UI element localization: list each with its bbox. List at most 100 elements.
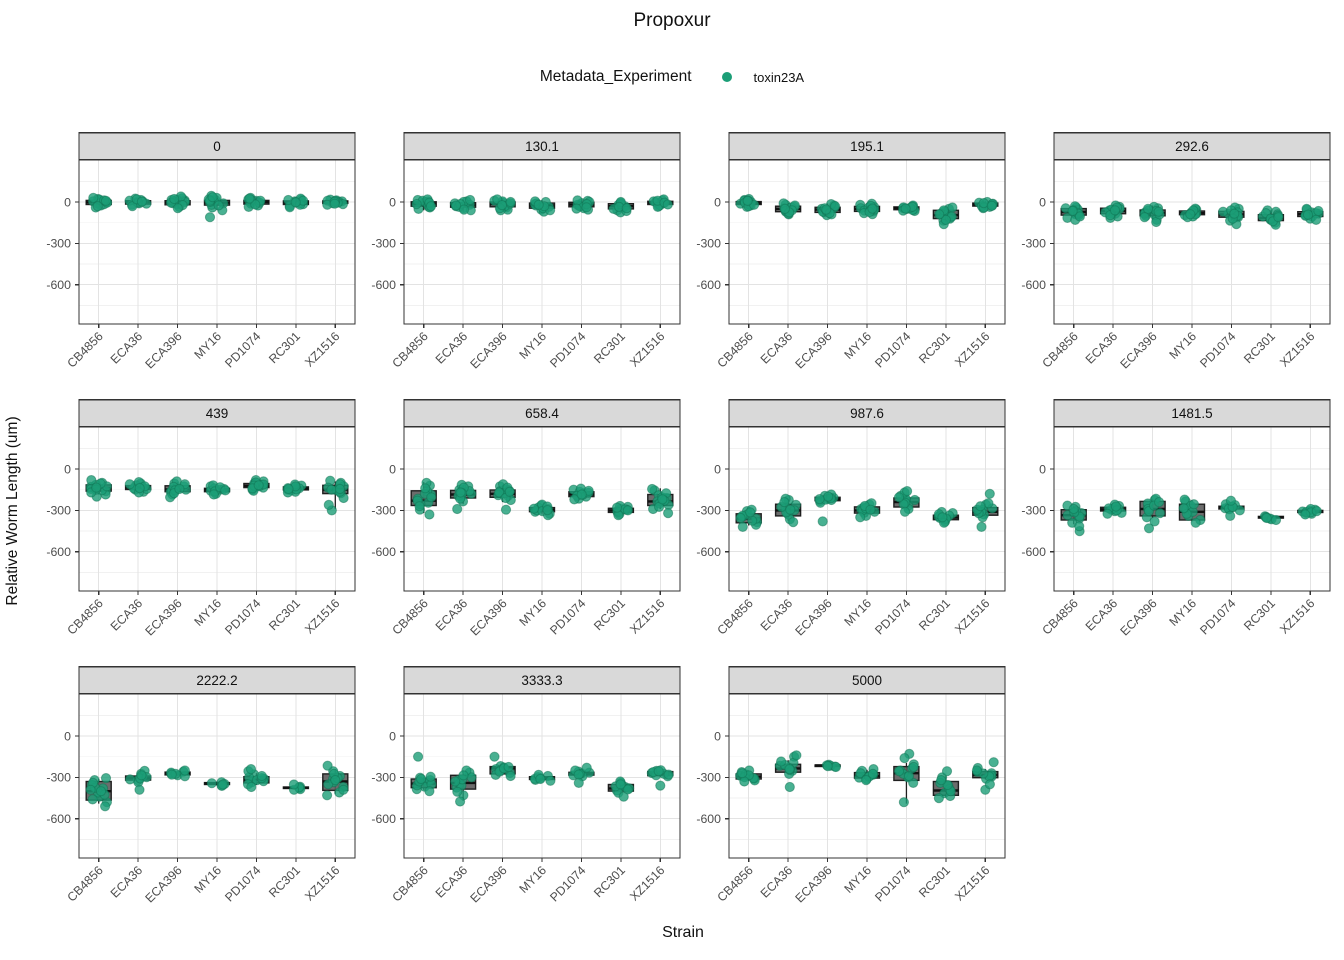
svg-text:MY16: MY16 — [842, 863, 875, 896]
facet-label: 292.6 — [1175, 139, 1209, 154]
svg-text:ECA396: ECA396 — [467, 863, 509, 905]
svg-text:MY16: MY16 — [842, 329, 875, 362]
svg-text:XZ1516: XZ1516 — [952, 863, 992, 903]
y-axis-group: 0 -300 -600 — [696, 462, 729, 559]
svg-text:CB4856: CB4856 — [64, 863, 105, 904]
svg-text:CB4856: CB4856 — [1039, 596, 1080, 637]
facet-label: 2222.2 — [196, 673, 237, 688]
svg-text:-600: -600 — [696, 278, 721, 292]
svg-text:RC301: RC301 — [591, 596, 628, 633]
svg-text:CB4856: CB4856 — [389, 329, 430, 370]
svg-text:ECA396: ECA396 — [792, 863, 834, 905]
svg-text:-300: -300 — [696, 504, 721, 518]
svg-text:CB4856: CB4856 — [1039, 329, 1080, 370]
facet-header: 987.6 — [728, 398, 1006, 428]
y-axis-group: 0 -300 -600 — [46, 195, 79, 292]
svg-text:ECA36: ECA36 — [433, 329, 471, 367]
svg-text:XZ1516: XZ1516 — [952, 329, 992, 369]
svg-text:0: 0 — [389, 195, 396, 209]
facet-label: 195.1 — [850, 139, 884, 154]
svg-text:XZ1516: XZ1516 — [302, 329, 342, 369]
facet-cell-292.6: 292.6 0 -300 -600 CB4856 ECA36 ECA396 MY16 PD107… — [1008, 131, 1333, 390]
facet-header: 3333.3 — [403, 665, 681, 695]
svg-text:ECA396: ECA396 — [1117, 329, 1159, 371]
y-axis-title: Relative Worm Length (um) — [4, 416, 21, 606]
svg-text:-600: -600 — [1021, 278, 1046, 292]
svg-text:0: 0 — [714, 195, 721, 209]
y-axis-group: 0 -300 -600 — [46, 729, 79, 826]
svg-text:-300: -300 — [371, 504, 396, 518]
svg-text:MY16: MY16 — [842, 596, 875, 629]
y-axis-group: 0 -300 -600 — [46, 462, 79, 559]
svg-text:ECA36: ECA36 — [1083, 596, 1121, 634]
points-group — [85, 760, 349, 812]
svg-text:0: 0 — [64, 462, 71, 476]
svg-text:MY16: MY16 — [192, 329, 225, 362]
y-axis-group: 0 -300 -600 — [1021, 195, 1054, 292]
svg-text:0: 0 — [1039, 462, 1046, 476]
points-group — [87, 190, 348, 223]
facet-header: 439 — [78, 398, 356, 428]
x-axis-title: Strain — [662, 924, 704, 941]
svg-text:PD1074: PD1074 — [872, 329, 913, 370]
svg-text:CB4856: CB4856 — [64, 329, 105, 370]
svg-text:0: 0 — [714, 729, 721, 743]
svg-text:0: 0 — [1039, 195, 1046, 209]
svg-text:RC301: RC301 — [916, 863, 953, 900]
svg-text:0: 0 — [389, 462, 396, 476]
facet-label: 0 — [213, 139, 221, 154]
svg-text:RC301: RC301 — [1241, 596, 1278, 633]
svg-text:XZ1516: XZ1516 — [952, 596, 992, 636]
points-group — [1062, 493, 1322, 537]
svg-text:ECA396: ECA396 — [142, 596, 184, 638]
points-group — [1060, 200, 1324, 230]
facet-header: 292.6 — [1053, 131, 1331, 161]
facet-header: 1481.5 — [1053, 398, 1331, 428]
svg-text:PD1074: PD1074 — [872, 863, 913, 904]
y-axis-group: 0 -300 -600 — [696, 729, 729, 826]
svg-text:ECA36: ECA36 — [1083, 329, 1121, 367]
svg-text:PD1074: PD1074 — [222, 863, 263, 904]
svg-text:ECA36: ECA36 — [108, 596, 146, 634]
y-axis-group: 0 -300 -600 — [371, 195, 404, 292]
grid-group — [79, 427, 355, 591]
plot-title: Propoxur — [633, 10, 711, 31]
svg-text:RC301: RC301 — [266, 596, 303, 633]
legend-title: Metadata_Experiment — [539, 68, 692, 85]
svg-text:-300: -300 — [1021, 504, 1046, 518]
svg-text:ECA36: ECA36 — [433, 863, 471, 901]
svg-text:-600: -600 — [1021, 545, 1046, 559]
svg-text:0: 0 — [714, 462, 721, 476]
svg-text:XZ1516: XZ1516 — [1277, 329, 1317, 369]
facet-cell-195.1: 195.1 0 -300 -600 CB4856 ECA36 ECA396 MY16 PD107… — [683, 131, 1008, 390]
facet-cell-987.6: 987.6 0 -300 -600 CB4856 ECA36 ECA396 MY16 PD107… — [683, 398, 1008, 657]
svg-text:-600: -600 — [371, 812, 396, 826]
svg-text:-600: -600 — [371, 545, 396, 559]
svg-text:MY16: MY16 — [192, 863, 225, 896]
svg-text:-600: -600 — [46, 545, 71, 559]
facet-header: 195.1 — [728, 131, 1006, 161]
svg-text:-600: -600 — [696, 545, 721, 559]
svg-text:0: 0 — [64, 729, 71, 743]
svg-text:XZ1516: XZ1516 — [1277, 596, 1317, 636]
svg-text:-300: -300 — [371, 771, 396, 785]
svg-text:MY16: MY16 — [192, 596, 225, 629]
svg-text:0: 0 — [64, 195, 71, 209]
points-group — [735, 193, 998, 230]
facet-label: 3333.3 — [521, 673, 562, 688]
svg-text:-600: -600 — [696, 812, 721, 826]
svg-text:ECA396: ECA396 — [792, 596, 834, 638]
facet-cell-130.1: 130.1 0 -300 -600 CB4856 ECA36 ECA396 MY16 PD107… — [358, 131, 683, 390]
svg-text:MY16: MY16 — [517, 596, 550, 629]
svg-text:CB4856: CB4856 — [714, 596, 755, 637]
